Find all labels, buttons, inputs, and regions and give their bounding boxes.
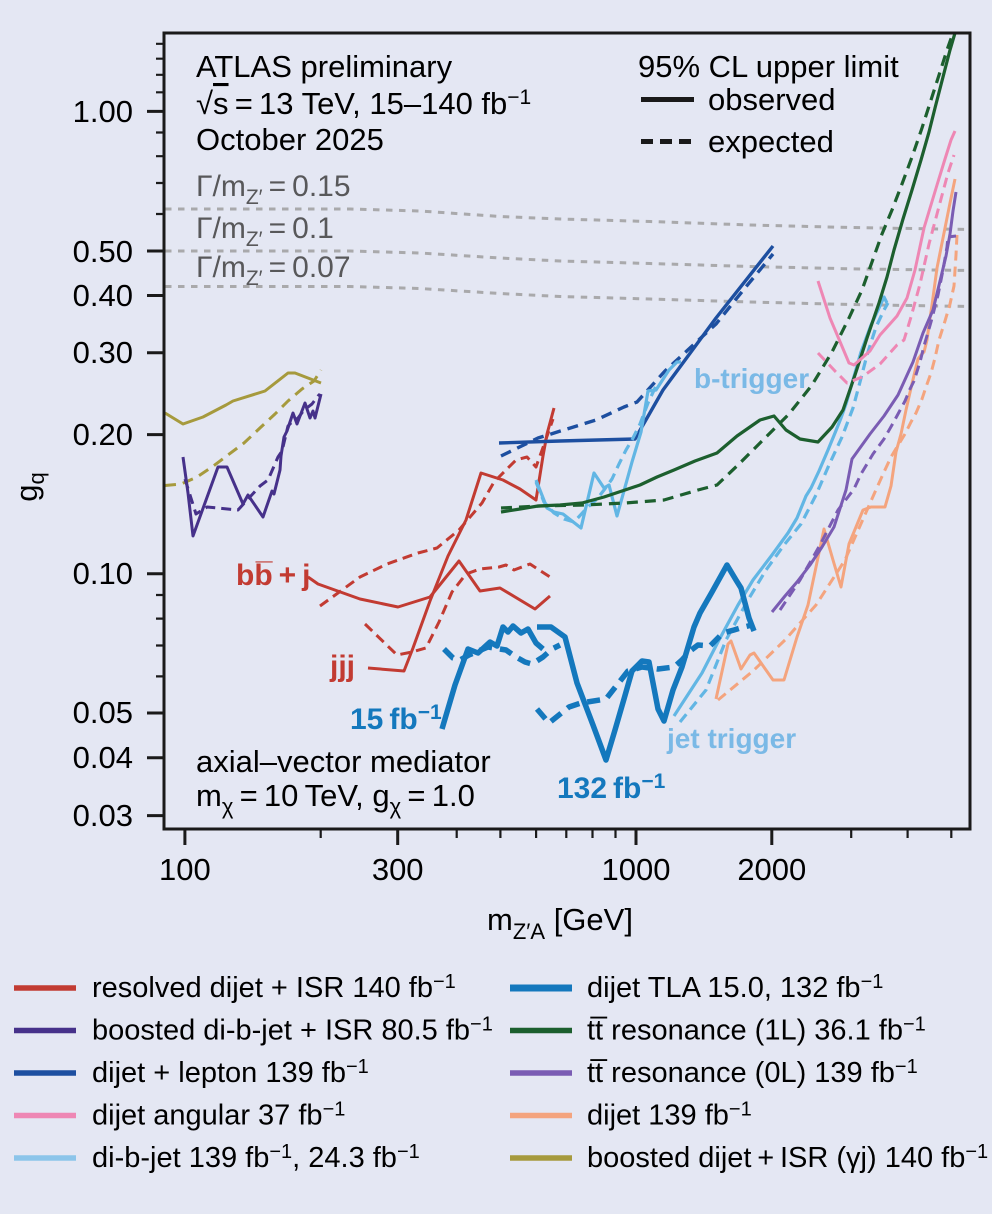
svg-text:observed: observed (708, 82, 836, 117)
svg-text:0.04: 0.04 (73, 740, 133, 775)
svg-text:dijet + lepton 139 fb−1: dijet + lepton 139 fb−1 (92, 1056, 369, 1089)
svg-text:95% CL upper limit: 95% CL upper limit (638, 49, 899, 84)
svg-text:ATLAS preliminary: ATLAS preliminary (196, 49, 453, 84)
svg-text:0.05: 0.05 (73, 695, 133, 730)
svg-text:√s = 13 TeV, 15–140 fb−1: √s = 13 TeV, 15–140 fb−1 (196, 86, 531, 121)
svg-text:Γ/mZ′ = 0.15: Γ/mZ′ = 0.15 (196, 170, 351, 209)
svg-text:0.03: 0.03 (73, 798, 133, 833)
svg-text:bb̅ + j: bb̅ + j (236, 559, 311, 592)
svg-text:0.40: 0.40 (73, 278, 133, 313)
svg-text:1000: 1000 (602, 852, 671, 887)
svg-text:October 2025: October 2025 (196, 122, 384, 157)
svg-text:jjj: jjj (329, 650, 355, 683)
svg-text:dijet angular 37 fb−1: dijet angular 37 fb−1 (92, 1099, 345, 1132)
svg-text:100: 100 (159, 852, 211, 887)
svg-text:0.50: 0.50 (73, 234, 133, 269)
svg-text:tt̅ resonance (1L) 36.1 fb−1: tt̅ resonance (1L) 36.1 fb−1 (587, 1014, 926, 1047)
svg-text:2000: 2000 (737, 852, 806, 887)
svg-text:mχ = 10 TeV, gχ = 1.0: mχ = 10 TeV, gχ = 1.0 (196, 778, 475, 819)
svg-text:dijet 139 fb−1: dijet 139 fb−1 (587, 1099, 752, 1132)
svg-text:b-trigger: b-trigger (694, 363, 809, 394)
svg-text:boosted dijet + ISR (γj) 140 f: boosted dijet + ISR (γj) 140 fb−1 (587, 1141, 988, 1174)
svg-text:132 fb−1: 132 fb−1 (557, 770, 666, 805)
svg-text:resolved dijet + ISR 140 fb−1: resolved dijet + ISR 140 fb−1 (92, 971, 456, 1004)
svg-text:0.30: 0.30 (73, 335, 133, 370)
svg-text:Γ/mZ′ = 0.1: Γ/mZ′ = 0.1 (196, 212, 334, 251)
svg-text:1.00: 1.00 (73, 94, 133, 129)
svg-text:0.10: 0.10 (73, 556, 133, 591)
svg-text:300: 300 (372, 852, 424, 887)
svg-text:0.20: 0.20 (73, 417, 133, 452)
svg-text:expected: expected (708, 124, 834, 159)
svg-text:dijet TLA 15.0, 132 fb−1: dijet TLA 15.0, 132 fb−1 (587, 971, 883, 1004)
svg-text:tt̅ resonance (0L) 139 fb−1: tt̅ resonance (0L) 139 fb−1 (587, 1056, 918, 1089)
svg-text:axial–vector mediator: axial–vector mediator (196, 744, 491, 779)
svg-text:jet trigger: jet trigger (666, 723, 796, 754)
svg-text:Γ/mZ′ = 0.07: Γ/mZ′ = 0.07 (196, 251, 351, 290)
svg-text:boosted di-b-jet + ISR 80.5 fb: boosted di-b-jet + ISR 80.5 fb−1 (92, 1014, 493, 1047)
svg-text:di-b-jet 139 fb−1, 24.3 fb−1: di-b-jet 139 fb−1, 24.3 fb−1 (92, 1141, 420, 1174)
